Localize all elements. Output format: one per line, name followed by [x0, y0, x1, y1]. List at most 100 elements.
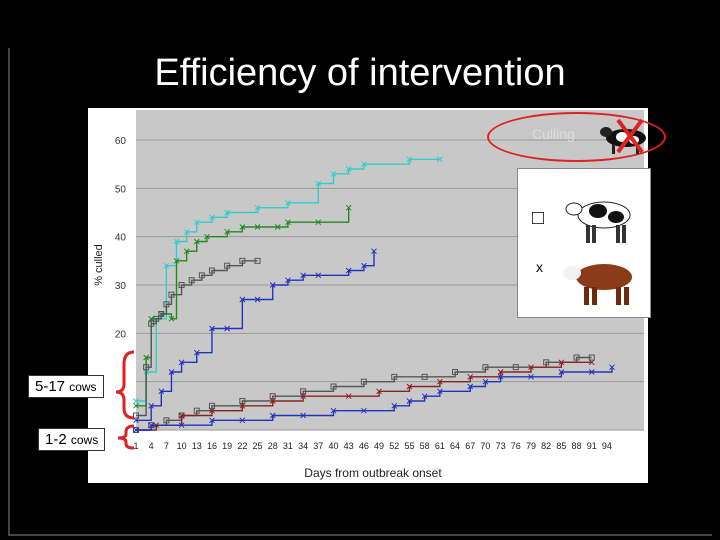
x-tick-label: 10 [177, 441, 187, 451]
y-tick-label: 30 [115, 281, 127, 292]
data-point [133, 398, 139, 404]
x-tick-label: 1 [133, 441, 138, 451]
x-tick-label: 82 [541, 441, 551, 451]
x-tick-label: 22 [237, 441, 247, 451]
data-point [497, 373, 504, 380]
data-point [148, 315, 155, 322]
x-tick-label: 16 [207, 441, 217, 451]
data-point [133, 412, 139, 419]
data-point [345, 166, 352, 172]
x-tick-label: 40 [328, 441, 338, 451]
data-point [168, 369, 175, 375]
data-point [406, 383, 413, 390]
data-point [482, 364, 489, 371]
data-point [269, 393, 276, 400]
data-point [254, 224, 261, 230]
data-point [168, 291, 175, 298]
data-point [158, 311, 165, 317]
data-point [452, 369, 459, 375]
data-point [300, 393, 306, 400]
data-point [163, 262, 170, 269]
data-point [224, 209, 231, 216]
data-point [183, 248, 190, 255]
data-point [193, 407, 200, 414]
curly-brackets [115, 350, 135, 450]
data-point [467, 373, 474, 380]
data-point [528, 373, 534, 380]
series-line [136, 361, 592, 431]
data-point [436, 156, 443, 163]
data-point [178, 282, 185, 288]
x-tick-label: 7 [164, 441, 169, 451]
data-point [421, 393, 428, 400]
legend-x-marker: x [536, 259, 543, 275]
data-point [254, 296, 261, 303]
x-tick-label: 37 [313, 441, 323, 451]
data-point [208, 402, 215, 409]
data-point [204, 233, 210, 240]
data-point [361, 262, 367, 269]
data-point [361, 161, 367, 168]
data-point [193, 238, 200, 245]
bracket-small-unit: cows [70, 433, 99, 447]
holstein-cow-icon [565, 201, 631, 243]
x-tick-label: 46 [359, 441, 369, 451]
x-tick-label: 76 [511, 441, 521, 451]
culled-cow-icon [600, 118, 646, 154]
data-point [133, 417, 139, 424]
data-point [239, 398, 246, 404]
data-point [254, 204, 261, 211]
data-point [148, 320, 155, 327]
data-point [588, 369, 595, 375]
x-tick-label: 85 [556, 441, 566, 451]
hereford-cow-icon [563, 264, 632, 305]
legend-panel: □ x [517, 168, 651, 318]
data-point [467, 383, 474, 390]
data-point [588, 359, 595, 366]
data-point [158, 388, 165, 395]
data-point [209, 407, 215, 414]
x-tick-label: 91 [587, 441, 597, 451]
data-point [588, 354, 595, 361]
data-point [178, 412, 185, 419]
bracket-small-number: 1-2 [45, 431, 67, 448]
data-point [239, 224, 246, 230]
data-point [153, 315, 160, 322]
data-point [208, 267, 215, 274]
data-point [360, 378, 367, 385]
data-point [133, 402, 139, 409]
slide-title: Efficiency of intervention [154, 52, 566, 94]
data-point [345, 204, 352, 211]
data-point [239, 417, 246, 424]
data-point [300, 412, 306, 419]
data-point [361, 407, 367, 414]
x-tick-label: 73 [496, 441, 506, 451]
data-point [173, 238, 180, 245]
y-tick-label: 60 [115, 136, 127, 147]
x-tick-label: 19 [222, 441, 232, 451]
data-point [224, 228, 231, 235]
data-point [436, 388, 443, 395]
x-tick-label: 70 [480, 441, 490, 451]
data-point [315, 180, 322, 187]
data-point [512, 364, 519, 371]
x-tick-label: 31 [283, 441, 293, 451]
data-point [528, 364, 534, 371]
data-point [178, 359, 185, 366]
data-point [330, 407, 337, 414]
data-point [330, 170, 337, 177]
data-point [168, 315, 175, 322]
data-point [391, 402, 398, 409]
data-point [183, 228, 190, 235]
data-point [239, 402, 246, 409]
data-point [193, 349, 200, 356]
data-point [163, 301, 170, 308]
data-point [285, 277, 291, 284]
data-point [300, 272, 306, 279]
data-point [330, 383, 337, 390]
x-tick-label: 64 [450, 441, 460, 451]
data-point [188, 277, 195, 284]
x-tick-label: 52 [389, 441, 399, 451]
frame-left-line [8, 48, 10, 536]
data-point [558, 369, 565, 375]
